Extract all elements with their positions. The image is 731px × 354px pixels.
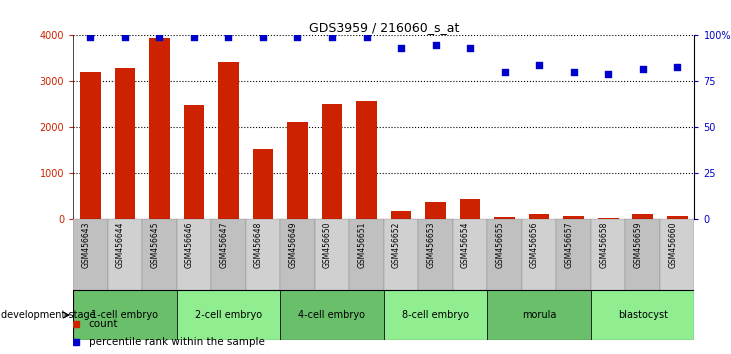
Text: GSM456653: GSM456653	[427, 222, 436, 268]
Bar	[211, 219, 246, 290]
Text: GSM456644: GSM456644	[116, 222, 125, 268]
Bar	[287, 122, 308, 219]
Bar	[80, 72, 101, 219]
Bar	[564, 217, 584, 219]
Point	[499, 69, 510, 75]
Text: blastocyst: blastocyst	[618, 310, 667, 320]
Point	[464, 45, 476, 51]
Bar	[73, 219, 107, 290]
Text: GSM456660: GSM456660	[668, 222, 677, 268]
Text: GSM456647: GSM456647	[219, 222, 228, 268]
Text: GSM456649: GSM456649	[289, 222, 298, 268]
Text: GSM456657: GSM456657	[564, 222, 574, 268]
Point	[430, 42, 442, 47]
Text: GSM456651: GSM456651	[357, 222, 366, 268]
Point	[257, 34, 269, 40]
Bar	[315, 219, 349, 290]
Text: 2-cell embryo: 2-cell embryo	[195, 310, 262, 320]
Point	[222, 34, 234, 40]
Bar	[598, 218, 618, 219]
Bar	[73, 290, 177, 340]
Bar	[115, 68, 135, 219]
Point	[671, 64, 683, 69]
Bar	[177, 290, 280, 340]
Bar	[322, 104, 342, 219]
Bar	[253, 149, 273, 219]
Text: GSM456643: GSM456643	[81, 222, 91, 268]
Point	[119, 34, 131, 40]
Point	[85, 34, 96, 40]
Bar	[280, 219, 315, 290]
Point	[602, 71, 614, 77]
Point	[326, 34, 338, 40]
Point	[154, 34, 165, 40]
Point	[292, 34, 303, 40]
Point	[188, 34, 200, 40]
Text: GSM456654: GSM456654	[461, 222, 470, 268]
Title: GDS3959 / 216060_s_at: GDS3959 / 216060_s_at	[308, 21, 459, 34]
Text: GSM456645: GSM456645	[151, 222, 159, 268]
Bar	[522, 219, 556, 290]
Bar	[418, 219, 452, 290]
Text: count: count	[88, 319, 118, 329]
Text: morula: morula	[522, 310, 556, 320]
Bar	[177, 219, 211, 290]
Bar	[667, 216, 688, 219]
Bar	[356, 101, 377, 219]
Text: GSM456646: GSM456646	[185, 222, 194, 268]
Bar	[591, 219, 626, 290]
Bar	[488, 219, 522, 290]
Bar	[632, 215, 653, 219]
Text: GSM456656: GSM456656	[530, 222, 539, 268]
Text: percentile rank within the sample: percentile rank within the sample	[88, 337, 265, 347]
Bar	[626, 219, 660, 290]
Text: GSM456658: GSM456658	[599, 222, 608, 268]
Text: 4-cell embryo: 4-cell embryo	[298, 310, 366, 320]
Bar	[529, 214, 550, 219]
Text: GSM456652: GSM456652	[392, 222, 401, 268]
Text: GSM456648: GSM456648	[254, 222, 263, 268]
Bar	[218, 62, 239, 219]
Text: 8-cell embryo: 8-cell embryo	[402, 310, 469, 320]
Bar	[280, 290, 384, 340]
Point	[360, 34, 372, 40]
Point	[637, 66, 648, 72]
Text: GSM456655: GSM456655	[496, 222, 504, 268]
Bar	[591, 290, 694, 340]
Bar	[494, 217, 515, 219]
Bar	[183, 105, 204, 219]
Text: 1-cell embryo: 1-cell embryo	[91, 310, 159, 320]
Text: GSM456659: GSM456659	[634, 222, 643, 268]
Bar	[142, 219, 177, 290]
Bar	[390, 211, 412, 219]
Point	[533, 62, 545, 68]
Text: development stage: development stage	[1, 310, 95, 320]
Bar	[488, 290, 591, 340]
Bar	[556, 219, 591, 290]
Bar	[384, 290, 488, 340]
Point	[568, 69, 580, 75]
Bar	[660, 219, 694, 290]
Bar	[149, 38, 170, 219]
Bar	[107, 219, 142, 290]
Text: GSM456650: GSM456650	[323, 222, 332, 268]
Bar	[384, 219, 418, 290]
Bar	[246, 219, 280, 290]
Bar	[349, 219, 384, 290]
Point	[395, 45, 407, 51]
Bar	[425, 202, 446, 219]
Bar	[460, 199, 480, 219]
Bar	[452, 219, 488, 290]
